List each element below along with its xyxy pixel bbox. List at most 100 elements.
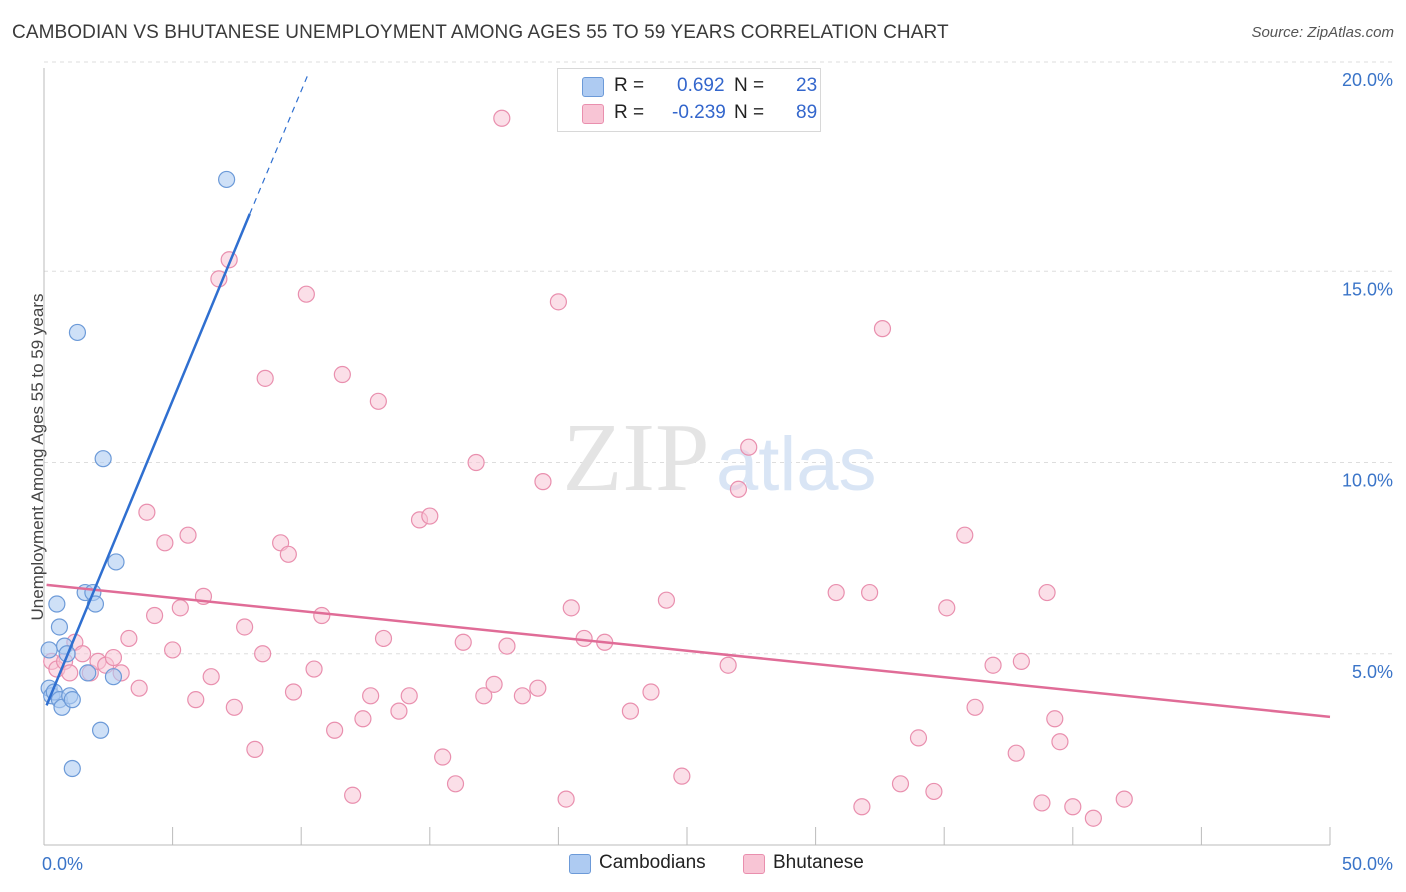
correlation-legend: R = 0.692 N = 23 R = -0.239 N = 89	[557, 68, 821, 132]
bhutanese-point	[369, 392, 387, 410]
bhutanese-point	[313, 606, 331, 625]
legend-r-label: R =	[614, 102, 645, 123]
bhutanese-point	[333, 365, 351, 384]
bhutanese-point	[61, 664, 79, 682]
legend-n-value: 89	[796, 102, 818, 123]
bhutanese-point	[861, 583, 879, 602]
bhutanese-point	[938, 599, 956, 617]
bhutanese-point	[187, 691, 205, 709]
bhutanese-point	[246, 740, 264, 758]
bhutanese-label: Bhutanese	[773, 852, 864, 873]
trend-lines	[45, 72, 1331, 719]
bhutanese-point	[956, 526, 974, 544]
bhutanese-point	[454, 633, 472, 651]
bhutanese-point	[104, 648, 123, 667]
cambodians-label: Cambodians	[599, 852, 706, 873]
bhutanese-point	[621, 702, 640, 720]
cambodian-point	[68, 323, 87, 342]
bhutanese-point	[1064, 798, 1082, 816]
bhutanese-point	[1007, 744, 1025, 762]
bhutanese-point	[374, 629, 393, 648]
bhutanese-point	[434, 748, 452, 766]
bhutanese-point	[305, 660, 323, 678]
bhutanese-point	[467, 453, 485, 472]
bhutanese-point	[984, 656, 1002, 674]
bhutanese-point	[202, 668, 220, 686]
bhutanese-point	[362, 687, 380, 705]
bhutanese-point	[145, 606, 164, 625]
bhutanese-point	[256, 369, 274, 387]
y-tick-label: 5.0%	[1352, 662, 1393, 682]
bhutanese-point	[236, 618, 254, 636]
bhutanese-trend-line	[46, 583, 1331, 719]
bhutanese-point	[326, 721, 344, 739]
bhutanese-point	[1046, 710, 1064, 728]
tick-labels: 5.0% 10.0% 15.0% 20.0% 0.0% 50.0%	[42, 70, 1393, 874]
gridlines	[44, 61, 1395, 655]
bhutanese-point	[557, 790, 575, 808]
bhutanese-point	[873, 320, 892, 338]
y-tick-label: 10.0%	[1342, 471, 1393, 491]
bhutanese-point	[1115, 790, 1133, 808]
bhutanese-point	[138, 503, 156, 521]
bhutanese-point	[344, 786, 362, 804]
bhutanese-point	[73, 645, 92, 663]
cambodian-point	[104, 668, 123, 686]
bhutanese-point	[529, 679, 547, 697]
cambodian-point	[107, 553, 125, 571]
legend-n-value: 23	[796, 75, 818, 96]
bhutanese-point	[513, 687, 531, 705]
chart-title: CAMBODIAN VS BHUTANESE UNEMPLOYMENT AMON…	[12, 22, 949, 43]
cambodian-point	[48, 595, 66, 613]
cambodian-point	[91, 721, 110, 739]
bhutanese-point	[729, 480, 748, 498]
bhutanese-point	[534, 473, 552, 491]
bhutanese-point	[740, 438, 758, 456]
bhutanese-point	[562, 599, 580, 617]
watermark-zip: ZIP	[563, 404, 710, 512]
axes	[43, 68, 1331, 846]
y-axis-label: Unemployment Among Ages 55 to 59 years	[28, 293, 47, 621]
bhutanese-point	[657, 591, 676, 609]
bhutanese-point	[279, 545, 297, 563]
cambodian-point	[63, 759, 81, 778]
bhutanese-point	[1084, 809, 1102, 827]
cambodian-trend-line	[45, 213, 251, 706]
cambodian-series	[40, 170, 236, 778]
bhutanese-point	[297, 285, 315, 303]
bhutanese-point	[284, 683, 303, 701]
bhutanese-point	[549, 293, 568, 311]
cambodian-point	[63, 691, 81, 709]
cambodian-point	[79, 664, 97, 682]
bhutanese-point	[853, 798, 871, 816]
bhutanese-point	[120, 629, 138, 648]
y-tick-label: 15.0%	[1342, 279, 1393, 299]
cambodian-point	[94, 450, 112, 468]
bhutanese-point	[1038, 583, 1056, 602]
bhutanese-point	[254, 645, 272, 663]
bhutanese-point	[354, 710, 372, 728]
cambodian-swatch	[569, 854, 591, 874]
bhutanese-point	[966, 698, 984, 716]
bhutanese-point	[164, 641, 182, 659]
bhutanese-swatch	[582, 104, 604, 124]
bhutanese-point	[1012, 652, 1030, 671]
bhutanese-point	[719, 656, 737, 674]
x-tick-label: 0.0%	[42, 854, 83, 874]
source-label: Source: ZipAtlas.com	[1251, 24, 1394, 41]
cambodian-swatch	[582, 77, 604, 97]
legend-r-value: -0.239	[672, 102, 726, 123]
legend-r-label: R =	[614, 75, 645, 96]
y-tick-label: 20.0%	[1342, 70, 1393, 90]
bhutanese-series	[43, 109, 1133, 827]
bhutanese-point	[179, 526, 197, 544]
legend-n-label: N =	[734, 75, 765, 96]
x-tick-label: 50.0%	[1342, 854, 1393, 874]
cambodian-point	[50, 618, 69, 636]
cambodian-trend-extension	[249, 72, 310, 215]
legend-n-label: N =	[734, 102, 765, 123]
bhutanese-point	[673, 767, 691, 785]
legend-r-value: 0.692	[677, 75, 725, 96]
bhutanese-point	[400, 687, 418, 705]
